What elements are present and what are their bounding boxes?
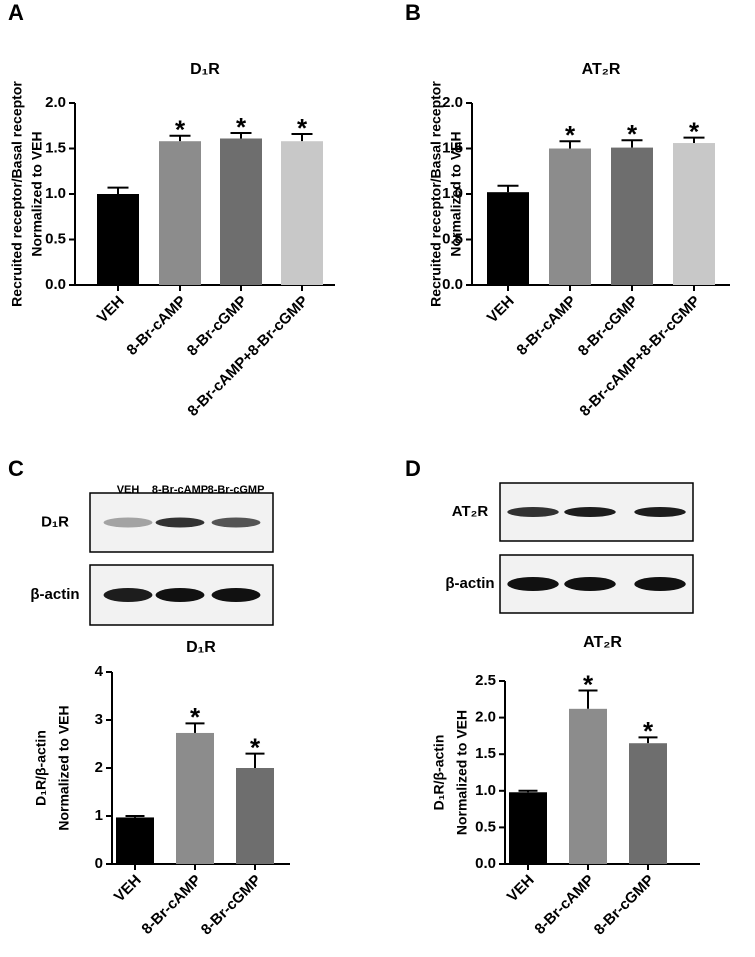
y-tick-label: 2.0 (442, 94, 463, 111)
y-tick-label: 1.5 (45, 139, 66, 156)
blot-band (634, 577, 686, 591)
significance-marker: * (236, 112, 247, 142)
y-tick-label: 0 (95, 855, 103, 872)
blot-band (155, 588, 205, 602)
blot-row-label: D₁R (41, 513, 69, 530)
panel-letter: A (8, 0, 24, 25)
x-tick-label: 8-Br-cAMP+8-Br-cGMP (576, 293, 703, 420)
y-axis-label: D₁R/β-actin (431, 735, 447, 811)
significance-marker: * (190, 702, 201, 732)
chart-title: D₁R (186, 639, 216, 656)
x-tick-label: 8-Br-cAMP (531, 872, 597, 938)
y-tick-label: 0.5 (45, 230, 66, 247)
y-tick-label: 2 (95, 759, 103, 776)
y-tick-label: 1.0 (442, 185, 463, 202)
blot-band (211, 588, 261, 602)
x-tick-label: VEH (484, 293, 518, 327)
bar (569, 708, 607, 864)
bar (116, 817, 154, 864)
y-axis-label: Recruited receptor/Basal receptor (428, 81, 444, 307)
bar (629, 743, 667, 864)
x-tick-label: VEH (504, 872, 538, 906)
bar (236, 768, 274, 864)
x-tick-label: 8-Br-cAMP (513, 293, 579, 359)
y-tick-label: 0.0 (45, 276, 66, 293)
bar (509, 792, 547, 864)
blot-band (564, 577, 616, 591)
significance-marker: * (689, 116, 700, 146)
x-tick-label: 8-Br-cAMP+8-Br-cGMP (184, 293, 311, 420)
y-axis-label: D₁R/β-actin (33, 730, 49, 806)
x-tick-label: 8-Br-cAMP (138, 872, 204, 938)
panel-letter: D (405, 456, 421, 481)
y-axis-label: Normalized to VEH (29, 131, 45, 256)
bar (611, 147, 653, 285)
blot-band (564, 507, 616, 517)
y-tick-label: 1.0 (475, 782, 496, 799)
y-axis-label: Recruited receptor/Basal receptor (9, 81, 25, 307)
bar (220, 138, 262, 285)
chart-title: D₁R (190, 61, 220, 78)
blot-row-label: β-actin (445, 575, 494, 592)
y-tick-label: 3 (95, 711, 103, 728)
y-axis-label: Normalized to VEH (448, 131, 464, 256)
y-axis-label: Normalized to VEH (454, 710, 470, 835)
bar (281, 141, 323, 285)
significance-marker: * (583, 669, 594, 699)
x-tick-label: 8-Br-cGMP (591, 872, 658, 939)
x-tick-label: VEH (111, 872, 145, 906)
bar (176, 732, 214, 864)
y-tick-label: 1.0 (45, 185, 66, 202)
panel-letter: C (8, 456, 24, 481)
y-tick-label: 2.0 (475, 709, 496, 726)
blot-band (507, 577, 559, 591)
significance-marker: * (297, 113, 308, 143)
blot-row-label: β-actin (30, 586, 79, 603)
y-tick-label: 0.0 (442, 276, 463, 293)
bar (487, 192, 529, 285)
bar (549, 148, 591, 285)
blot-band (103, 517, 153, 528)
x-tick-label: 8-Br-cGMP (575, 293, 642, 360)
significance-marker: * (627, 119, 638, 149)
x-tick-label: 8-Br-cAMP (123, 293, 189, 359)
x-tick-label: VEH (94, 293, 128, 327)
blot-band (211, 517, 261, 528)
y-tick-label: 1.5 (442, 139, 463, 156)
blot-band (155, 517, 205, 528)
significance-marker: * (250, 732, 261, 762)
bar (97, 194, 139, 285)
bar (159, 141, 201, 285)
chart-title: AT₂R (582, 61, 621, 78)
blot-band (634, 507, 686, 517)
blot-row-label: AT₂R (452, 503, 489, 520)
significance-marker: * (643, 716, 654, 746)
x-tick-label: 8-Br-cGMP (198, 872, 265, 939)
panel-letter: B (405, 0, 421, 25)
chart-title: AT₂R (583, 634, 622, 651)
y-tick-label: 1.5 (475, 745, 496, 762)
y-tick-label: 1 (95, 807, 103, 824)
y-tick-label: 0.5 (442, 230, 463, 247)
blot-band (507, 507, 559, 517)
y-tick-label: 0.5 (475, 818, 496, 835)
bar (673, 143, 715, 285)
significance-marker: * (565, 120, 576, 150)
y-tick-label: 2.0 (45, 94, 66, 111)
x-tick-label: 8-Br-cGMP (184, 293, 251, 360)
blot-band (103, 588, 153, 602)
y-tick-label: 2.5 (475, 672, 496, 689)
y-tick-label: 4 (95, 663, 104, 680)
y-axis-label: Normalized to VEH (56, 705, 72, 830)
significance-marker: * (175, 115, 186, 145)
y-tick-label: 0.0 (475, 855, 496, 872)
